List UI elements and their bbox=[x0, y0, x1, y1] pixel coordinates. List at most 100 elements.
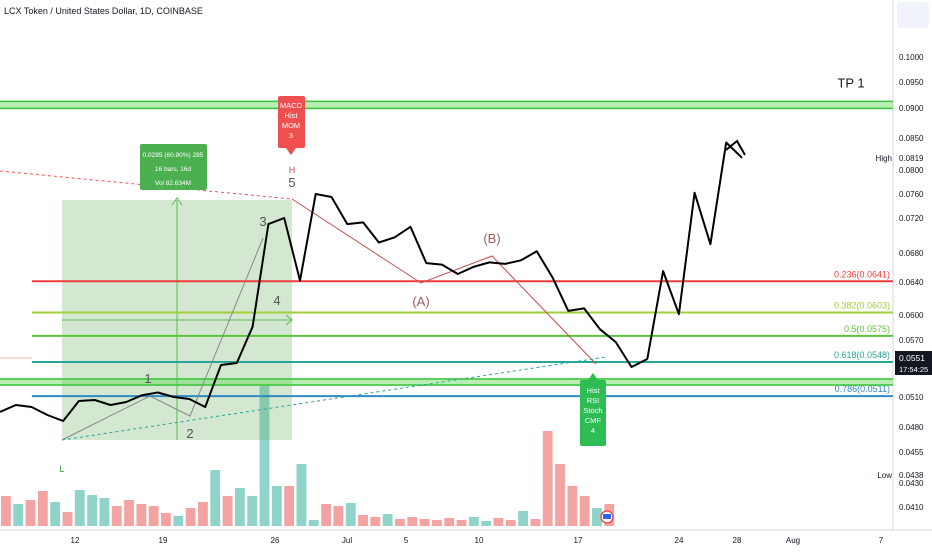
time-axis-tick-label: Aug bbox=[786, 536, 800, 545]
measure-change-text: 0.0285 (60.90%) 285 bbox=[143, 152, 204, 159]
volume-bar bbox=[247, 496, 258, 526]
abc-correction-path bbox=[291, 198, 597, 365]
volume-bar bbox=[505, 520, 516, 526]
fib-level-label: 0.5(0.0575) bbox=[844, 324, 890, 334]
volume-bar bbox=[333, 506, 344, 526]
price-axis-tick-label: 0.0455 bbox=[899, 448, 924, 457]
volume-bar bbox=[259, 386, 270, 526]
price-axis-tick-label: 0.0570 bbox=[899, 336, 924, 345]
volume-bar bbox=[345, 503, 356, 526]
volume-bar bbox=[13, 504, 24, 526]
measure-arrowhead-right bbox=[285, 314, 293, 326]
volume-bar bbox=[579, 496, 590, 526]
measure-volume-text: Vol 82.634M bbox=[155, 180, 191, 187]
resistance-band bbox=[0, 100, 893, 110]
rsi-signal-pointer bbox=[588, 373, 598, 380]
volume-bar bbox=[185, 508, 196, 526]
volume-bar bbox=[99, 498, 110, 526]
fib-level-label: 0.236(0.0641) bbox=[834, 269, 890, 279]
macd-signal-text: MACD Hist MOM 3 bbox=[280, 101, 303, 140]
high-value: 0.0819 bbox=[899, 154, 924, 163]
volume-bar bbox=[395, 519, 405, 526]
elliott-wave-path bbox=[61, 237, 264, 441]
rsi-signal-text: Hist RSI Stoch CMF 4 bbox=[583, 386, 602, 435]
low-value: 0.0438 bbox=[899, 471, 924, 480]
volume-bar bbox=[124, 500, 134, 526]
macd-signal-pointer bbox=[286, 148, 296, 155]
price-line bbox=[0, 141, 743, 422]
support-band bbox=[0, 378, 893, 386]
price-axis-tick-label: 0.0680 bbox=[899, 249, 924, 258]
current-price-value: 0.0551 bbox=[899, 353, 925, 363]
volume-bar bbox=[444, 518, 455, 526]
price-axis-tick-label: 0.0800 bbox=[899, 166, 924, 175]
low-label: Low bbox=[877, 471, 892, 480]
volume-bar bbox=[173, 516, 184, 526]
time-axis-tick-label: 5 bbox=[404, 536, 409, 545]
volume-bar bbox=[271, 486, 282, 526]
volume-bar bbox=[74, 490, 85, 526]
volume-bar bbox=[198, 502, 208, 526]
measure-bars-text: 16 bars, 16d bbox=[155, 166, 192, 173]
volume-bar bbox=[456, 520, 467, 526]
price-axis-tick-label: 0.0430 bbox=[899, 479, 924, 488]
price-axis-tick-label: 0.0760 bbox=[899, 190, 924, 199]
chart-title: LCX Token / United States Dollar, 1D, CO… bbox=[4, 6, 203, 16]
price-axis-tick-label: 0.0510 bbox=[899, 393, 924, 402]
volume-bar bbox=[567, 486, 578, 526]
wave-label: 4 bbox=[273, 293, 280, 308]
volume-bar bbox=[161, 513, 171, 526]
time-axis-tick-label: 24 bbox=[675, 536, 684, 545]
chart-settings-button bbox=[897, 2, 929, 28]
volume-bar bbox=[62, 512, 73, 526]
volume-bar bbox=[382, 514, 393, 526]
volume-bar bbox=[481, 521, 492, 526]
time-axis-tick-label: 26 bbox=[271, 536, 280, 545]
price-axis-tick-label: 0.0720 bbox=[899, 214, 924, 223]
volume-bar bbox=[431, 520, 442, 526]
volume-bar bbox=[358, 515, 368, 526]
volume-bar bbox=[284, 486, 295, 526]
fib-level-label: 0.382(0.0603) bbox=[834, 301, 890, 311]
time-axis-tick-label: 17 bbox=[574, 536, 583, 545]
time-axis-tick-label: 7 bbox=[879, 536, 884, 545]
macd-signal-badge bbox=[278, 96, 305, 148]
measure-arrowhead-up bbox=[171, 197, 183, 206]
wave-label: H bbox=[289, 165, 296, 175]
wave-label: 3 bbox=[259, 214, 266, 229]
volume-bar bbox=[518, 511, 528, 526]
volume-bar bbox=[296, 464, 307, 526]
volume-bar bbox=[419, 519, 430, 526]
price-axis-tick-label: 0.0900 bbox=[899, 104, 924, 113]
volume-bar bbox=[37, 491, 48, 526]
volume-bar bbox=[592, 508, 602, 526]
wave-label: (A) bbox=[412, 294, 429, 309]
time-axis-tick-label: 19 bbox=[159, 536, 168, 545]
volume-bar bbox=[493, 518, 504, 526]
target-label: TP 1 bbox=[837, 75, 864, 90]
volume-bar bbox=[530, 519, 541, 526]
price-axis-tick-label: 0.0600 bbox=[899, 311, 924, 320]
volume-bar bbox=[210, 470, 221, 526]
current-price-tag bbox=[895, 351, 932, 375]
time-axis-tick-label: 10 bbox=[475, 536, 484, 545]
wave-label: 5 bbox=[288, 175, 295, 190]
fib-level-label: 0.786(0.0511) bbox=[835, 384, 890, 394]
measure-info-box bbox=[140, 144, 207, 190]
volume-bar bbox=[222, 496, 233, 526]
countdown-timer: 17:54:25 bbox=[899, 365, 928, 374]
volume-bar bbox=[555, 464, 565, 526]
fib-level-label: 0.618(0.0548) bbox=[834, 350, 890, 360]
volume-bar bbox=[25, 500, 36, 526]
volume-bar bbox=[87, 495, 98, 526]
price-axis-tick-label: 0.0850 bbox=[899, 134, 924, 143]
high-label: High bbox=[876, 154, 892, 163]
volume-bar bbox=[50, 502, 61, 526]
price-axis-tick-label: 0.1000 bbox=[899, 53, 924, 62]
volume-bar bbox=[1, 496, 11, 526]
price-axis-tick-label: 0.0480 bbox=[899, 423, 924, 432]
wave-label: 1 bbox=[144, 371, 151, 386]
time-axis-tick-label: 28 bbox=[733, 536, 742, 545]
